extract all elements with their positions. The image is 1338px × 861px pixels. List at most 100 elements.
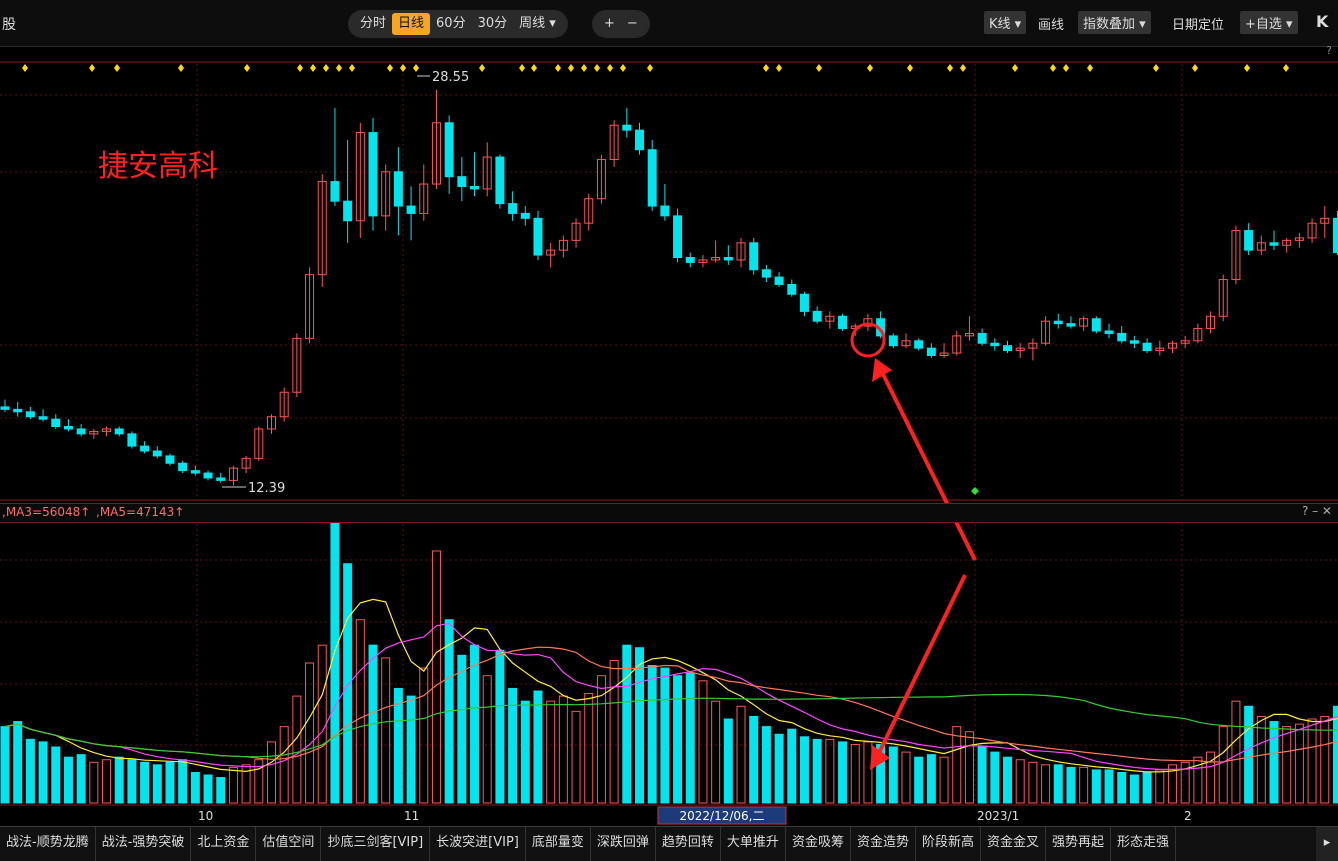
volume-bar [736, 705, 746, 804]
candle-body [1028, 342, 1038, 349]
candle-body [749, 242, 759, 271]
tab-strategy[interactable]: 底部量变 [526, 827, 591, 861]
signal-marker-icon [867, 64, 873, 72]
candle-body [1117, 332, 1127, 342]
kline-type-dropdown[interactable]: K线 ▾ [984, 11, 1027, 34]
signal-marker-icon [816, 64, 822, 72]
candle-body [1041, 320, 1051, 344]
candle-body [596, 159, 606, 200]
volume-bar [1142, 771, 1152, 804]
candle-body [241, 457, 251, 469]
candle-body [761, 269, 771, 278]
candle-body [774, 276, 784, 285]
candle-body [457, 176, 467, 187]
candle-body [1079, 318, 1089, 327]
help-icon[interactable]: ? [1326, 44, 1332, 57]
candle-body [584, 198, 594, 224]
candle-body [533, 217, 543, 256]
candle-body [1091, 318, 1101, 332]
volume-bar [1015, 759, 1025, 804]
period-tab-30min[interactable]: 30分 [477, 16, 508, 31]
volume-bar [330, 522, 340, 804]
volume-bar [495, 649, 505, 804]
volume-bar [1129, 774, 1139, 804]
candle-body [317, 181, 327, 276]
candle-body [89, 430, 99, 435]
volume-bar [558, 695, 568, 804]
candle-body [939, 352, 949, 356]
top-toolbar: 股 分时 日线 60分 30分 周线 ▾ + − K线 ▾ 画线 指数叠加 ▾ … [0, 0, 1338, 47]
candle-body [926, 347, 936, 356]
volume-bar [1256, 715, 1266, 804]
volume-panel-controls[interactable]: ? – ✕ [1301, 504, 1332, 518]
tab-strategy[interactable]: 资金造势 [851, 827, 916, 861]
volume-bar [140, 761, 150, 804]
candle-body [495, 156, 505, 205]
x-tick-label: 10 [198, 809, 213, 823]
tab-strategy[interactable]: 资金金叉 [981, 827, 1046, 861]
tab-strategy[interactable]: 深跌回弹 [591, 827, 656, 861]
volume-bar [723, 718, 733, 804]
volume-bar [698, 680, 708, 804]
candle-body [685, 257, 695, 263]
index-overlay-dropdown[interactable]: 指数叠加 ▾ [1078, 11, 1151, 34]
volume-bar [774, 733, 784, 804]
tab-strategy[interactable]: 趋势回转 [656, 827, 721, 861]
add-watchlist-dropdown[interactable]: +自选 ▾ [1240, 11, 1298, 34]
candle-body [38, 416, 48, 420]
volume-bar [63, 756, 73, 804]
volume-bar [1332, 705, 1338, 804]
volume-bar [685, 672, 695, 804]
volume-bar [241, 764, 251, 804]
tab-strategy[interactable]: 战法-强势突破 [96, 827, 192, 861]
tab-strategy[interactable]: 战法-顺势龙腾 [0, 827, 96, 861]
period-tab-daily[interactable]: 日线 [392, 13, 431, 35]
volume-bar [178, 759, 188, 804]
scroll-right-icon[interactable]: ▸ [1316, 827, 1338, 861]
zoom-in-button[interactable]: + [604, 16, 615, 31]
annotation-arrow-up [880, 371, 977, 561]
x-axis: 10 11 2023/1 2 2022/12/06,二 [198, 806, 1192, 825]
candle-body [393, 171, 403, 207]
candle-body [1282, 239, 1292, 246]
volume-bar [305, 662, 315, 804]
volume-bar [216, 777, 226, 804]
annotation-layer [850, 322, 977, 770]
draw-line-button[interactable]: 画线 [1038, 18, 1065, 33]
signal-marker-icon [479, 64, 485, 72]
candle-body [673, 215, 683, 259]
volume-bar [1003, 756, 1013, 804]
tab-strategy[interactable]: 资金吸筹 [786, 827, 851, 861]
period-tab-fenshi[interactable]: 分时 [360, 16, 387, 31]
tab-strategy[interactable]: 北上资金 [191, 827, 257, 861]
tab-strategy[interactable]: 抄底三剑客[VIP] [321, 827, 431, 861]
zoom-out-button[interactable]: − [626, 16, 638, 31]
tab-strategy[interactable]: 长波突进[VIP] [430, 827, 526, 861]
signal-marker-icon [310, 64, 316, 72]
candle-body [368, 132, 378, 217]
period-tab-weekly[interactable]: 周线 ▾ [519, 16, 556, 31]
candle-body [165, 455, 175, 464]
period-tab-60min[interactable]: 60分 [436, 16, 466, 31]
tab-strategy[interactable]: 形态走强 [1111, 827, 1177, 861]
signal-markers [22, 64, 1289, 495]
candle-body [825, 315, 835, 322]
volume-bar [914, 756, 924, 804]
candle-body [216, 477, 226, 481]
volume-bar [1104, 769, 1114, 804]
candle-body [228, 467, 238, 481]
candle-body [546, 249, 556, 256]
tab-strategy[interactable]: 大单推升 [721, 827, 786, 861]
volume-bar [203, 774, 213, 804]
tab-strategy[interactable]: 估值空间 [256, 827, 322, 861]
volume-bar [355, 619, 365, 804]
date-cursor-box [657, 806, 787, 825]
tab-strategy[interactable]: 阶段新高 [916, 827, 981, 861]
volume-bar [761, 726, 771, 804]
x-tick-label: 11 [404, 809, 419, 823]
date-locate-button[interactable]: 日期定位 [1172, 18, 1225, 33]
volume-bar [1244, 705, 1254, 804]
tab-strategy[interactable]: 强势再起 [1046, 827, 1112, 861]
k-icon[interactable]: K [1316, 12, 1329, 31]
candle-body [1180, 340, 1190, 344]
